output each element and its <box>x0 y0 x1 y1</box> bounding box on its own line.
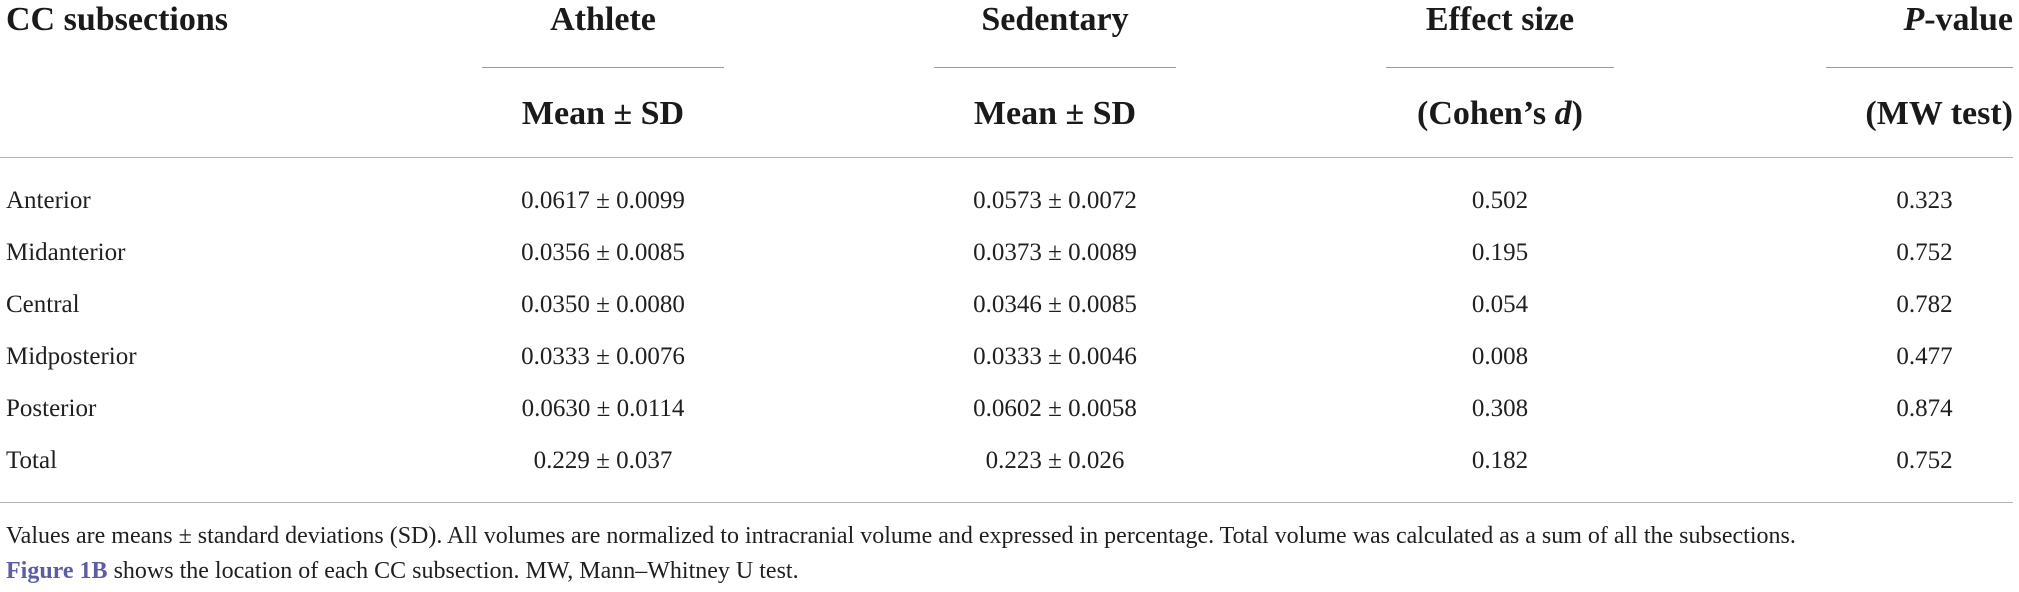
p-value: 0.752 <box>1896 447 1953 474</box>
athlete-value: 0.229 ± 0.037 <box>533 447 673 474</box>
column-header-sedentary: Sedentary <box>981 1 1129 38</box>
athlete-value: 0.0617 ± 0.0099 <box>521 187 685 214</box>
p-value-suffix: -value <box>1924 1 2013 38</box>
p-value: 0.323 <box>1896 187 1953 214</box>
effect-size-value: 0.502 <box>1471 187 1529 214</box>
column-subheader-sedentary: Mean ± SD <box>973 95 1137 132</box>
footnote-line-1: Values are means ± standard deviations (… <box>6 523 1796 549</box>
p-value: 0.752 <box>1896 239 1953 266</box>
effect-header-rule <box>1386 67 1614 68</box>
sedentary-value: 0.0373 ± 0.0089 <box>973 239 1137 266</box>
column-subheader-p-value: (MW test) <box>1865 95 2013 132</box>
row-label: Midposterior <box>6 343 137 370</box>
sedentary-value: 0.0573 ± 0.0072 <box>973 187 1137 214</box>
effect-size-value: 0.308 <box>1471 395 1529 422</box>
athlete-header-rule <box>482 67 724 68</box>
athlete-value: 0.0356 ± 0.0085 <box>521 239 685 266</box>
column-header-athlete: Athlete <box>550 1 656 38</box>
p-value: 0.782 <box>1896 291 1953 318</box>
row-label: Midanterior <box>6 239 126 266</box>
p-value: 0.874 <box>1896 395 1953 422</box>
sedentary-header-rule <box>934 67 1176 68</box>
p-value-header-rule <box>1826 67 2013 68</box>
sedentary-value: 0.0346 ± 0.0085 <box>973 291 1137 318</box>
p-value: 0.477 <box>1896 343 1953 370</box>
athlete-value: 0.0333 ± 0.0076 <box>521 343 685 370</box>
row-label: Anterior <box>6 187 91 214</box>
cohens-prefix: (Cohen’s <box>1417 95 1555 132</box>
header-bottom-rule <box>0 157 2013 158</box>
sedentary-value: 0.0602 ± 0.0058 <box>973 395 1137 422</box>
athlete-value: 0.0630 ± 0.0114 <box>521 395 685 422</box>
stub-header: CC subsections <box>6 1 228 38</box>
sedentary-value: 0.0333 ± 0.0046 <box>973 343 1137 370</box>
effect-size-value: 0.008 <box>1471 343 1529 370</box>
footnote-line-2-text: shows the location of each CC subsection… <box>107 558 799 584</box>
athlete-value: 0.0350 ± 0.0080 <box>521 291 685 318</box>
effect-size-value: 0.054 <box>1471 291 1529 318</box>
row-label: Total <box>6 447 58 474</box>
column-subheader-athlete: Mean ± SD <box>521 95 685 132</box>
figure-1b-link[interactable]: Figure 1B <box>6 558 108 584</box>
effect-size-value: 0.195 <box>1471 239 1529 266</box>
column-header-p-value: P-value <box>1826 0 2013 40</box>
table-bottom-rule <box>0 502 2013 503</box>
effect-size-value: 0.182 <box>1471 447 1529 474</box>
column-subheader-effect-size: (Cohen’s d) <box>1386 94 1614 134</box>
column-header-effect-size: Effect size <box>1425 1 1575 38</box>
cohens-suffix: ) <box>1571 95 1583 132</box>
row-label: Posterior <box>6 395 97 422</box>
footnote-line-2: Figure 1B shows the location of each CC … <box>6 553 2012 589</box>
sedentary-value: 0.223 ± 0.026 <box>985 447 1125 474</box>
cohens-d-italic: d <box>1554 95 1572 132</box>
p-value-italic-p: P <box>1903 1 1925 38</box>
row-label: Central <box>6 291 80 318</box>
